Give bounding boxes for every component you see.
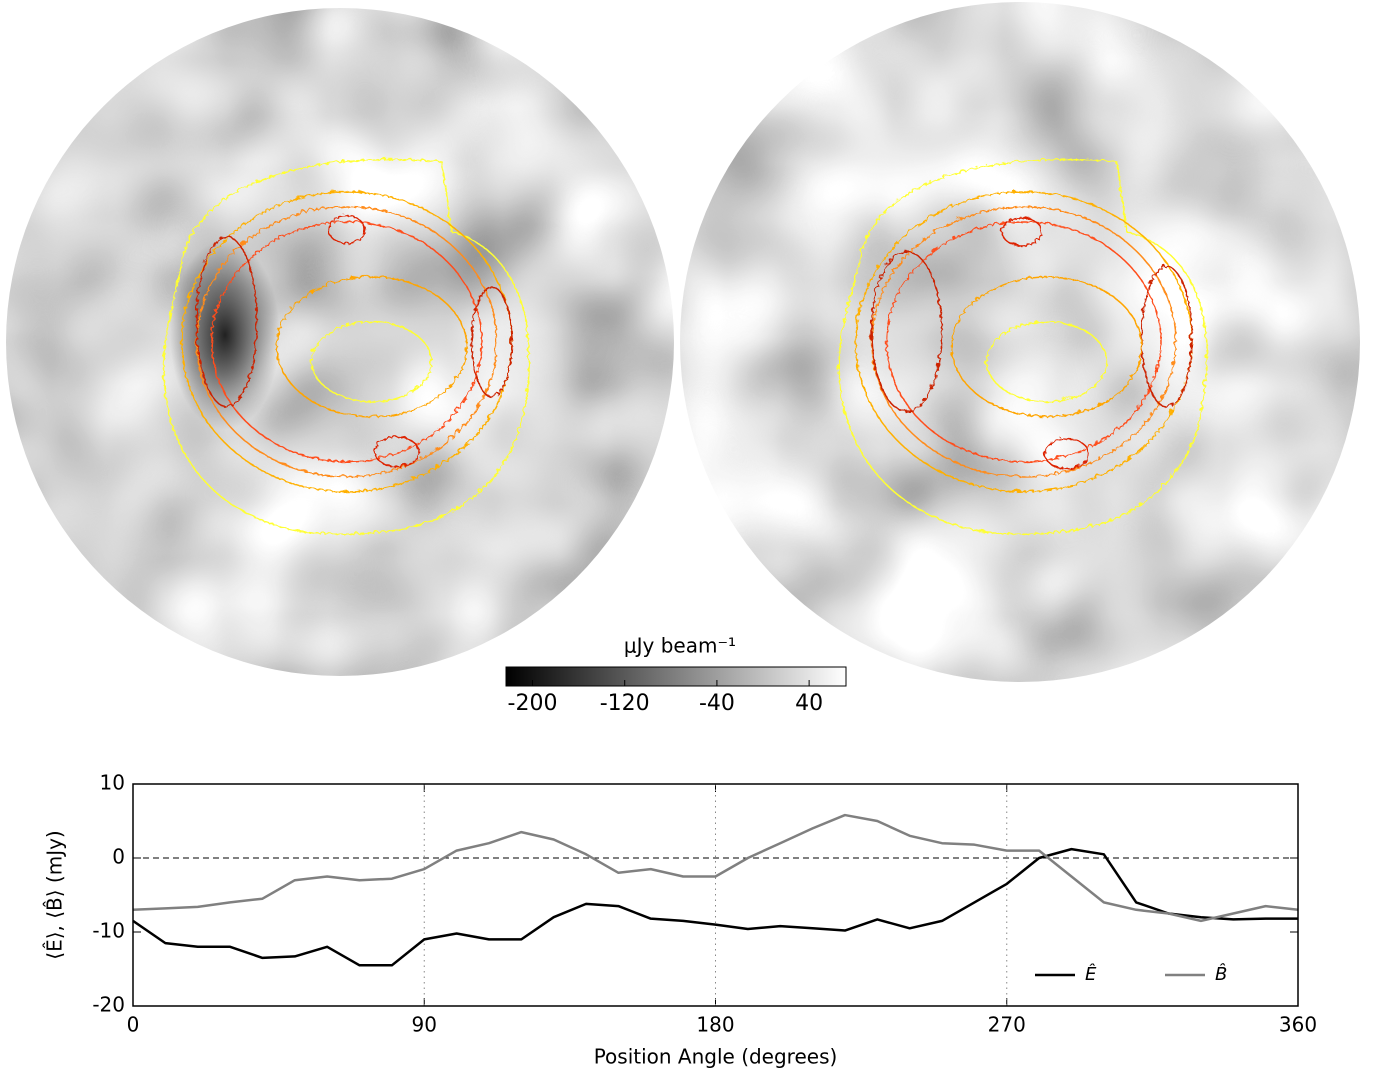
colorbar: [505, 666, 847, 687]
map-left: [6, 8, 674, 676]
x-tick-label: 180: [696, 1013, 734, 1037]
x-tick-label: 270: [988, 1013, 1026, 1037]
series-line: [132, 847, 1298, 967]
colorbar-label: μJy beam⁻¹: [624, 634, 736, 658]
plot-frame: [132, 783, 1299, 1007]
x-axis-label: Position Angle (degrees): [594, 1045, 838, 1069]
y-axis-label: ⟨Ê⟩, ⟨B̂⟩ (mJy): [43, 830, 67, 959]
y-tick-label: -10: [92, 919, 125, 943]
x-tick-label: 0: [127, 1013, 140, 1037]
legend-label: Ê: [1085, 963, 1097, 985]
y-tick-label: -20: [92, 993, 125, 1017]
x-tick-label: 360: [1279, 1013, 1317, 1037]
map-right: [680, 2, 1360, 682]
colorbar-tick-label: -40: [699, 691, 735, 716]
colorbar-tick-label: 40: [795, 691, 823, 716]
legend-label: B̂: [1215, 964, 1227, 985]
y-tick-label: 10: [100, 771, 125, 795]
series-line: [132, 813, 1299, 923]
x-tick-label: 90: [412, 1013, 437, 1037]
y-tick-label: 0: [112, 845, 125, 869]
colorbar-tick-label: -120: [600, 691, 650, 716]
colorbar-tick-label: -200: [508, 691, 558, 716]
